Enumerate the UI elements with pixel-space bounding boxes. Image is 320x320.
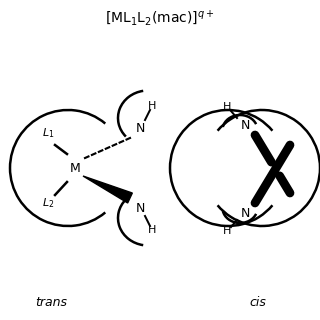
Text: N: N	[135, 202, 145, 214]
Text: H: H	[148, 101, 156, 111]
Text: H: H	[223, 226, 231, 236]
Text: cis: cis	[250, 297, 267, 309]
Text: H: H	[223, 102, 231, 112]
Text: $[\mathrm{ML_1L_2(mac)}]^{q+}$: $[\mathrm{ML_1L_2(mac)}]^{q+}$	[105, 8, 215, 28]
Text: N: N	[240, 206, 250, 220]
Text: $L_1$: $L_1$	[42, 126, 54, 140]
Text: N: N	[240, 118, 250, 132]
Text: trans: trans	[35, 297, 67, 309]
Text: N: N	[135, 122, 145, 134]
Polygon shape	[83, 176, 132, 203]
Text: M: M	[70, 162, 80, 174]
Text: $L_2$: $L_2$	[42, 196, 54, 210]
Text: H: H	[148, 225, 156, 235]
